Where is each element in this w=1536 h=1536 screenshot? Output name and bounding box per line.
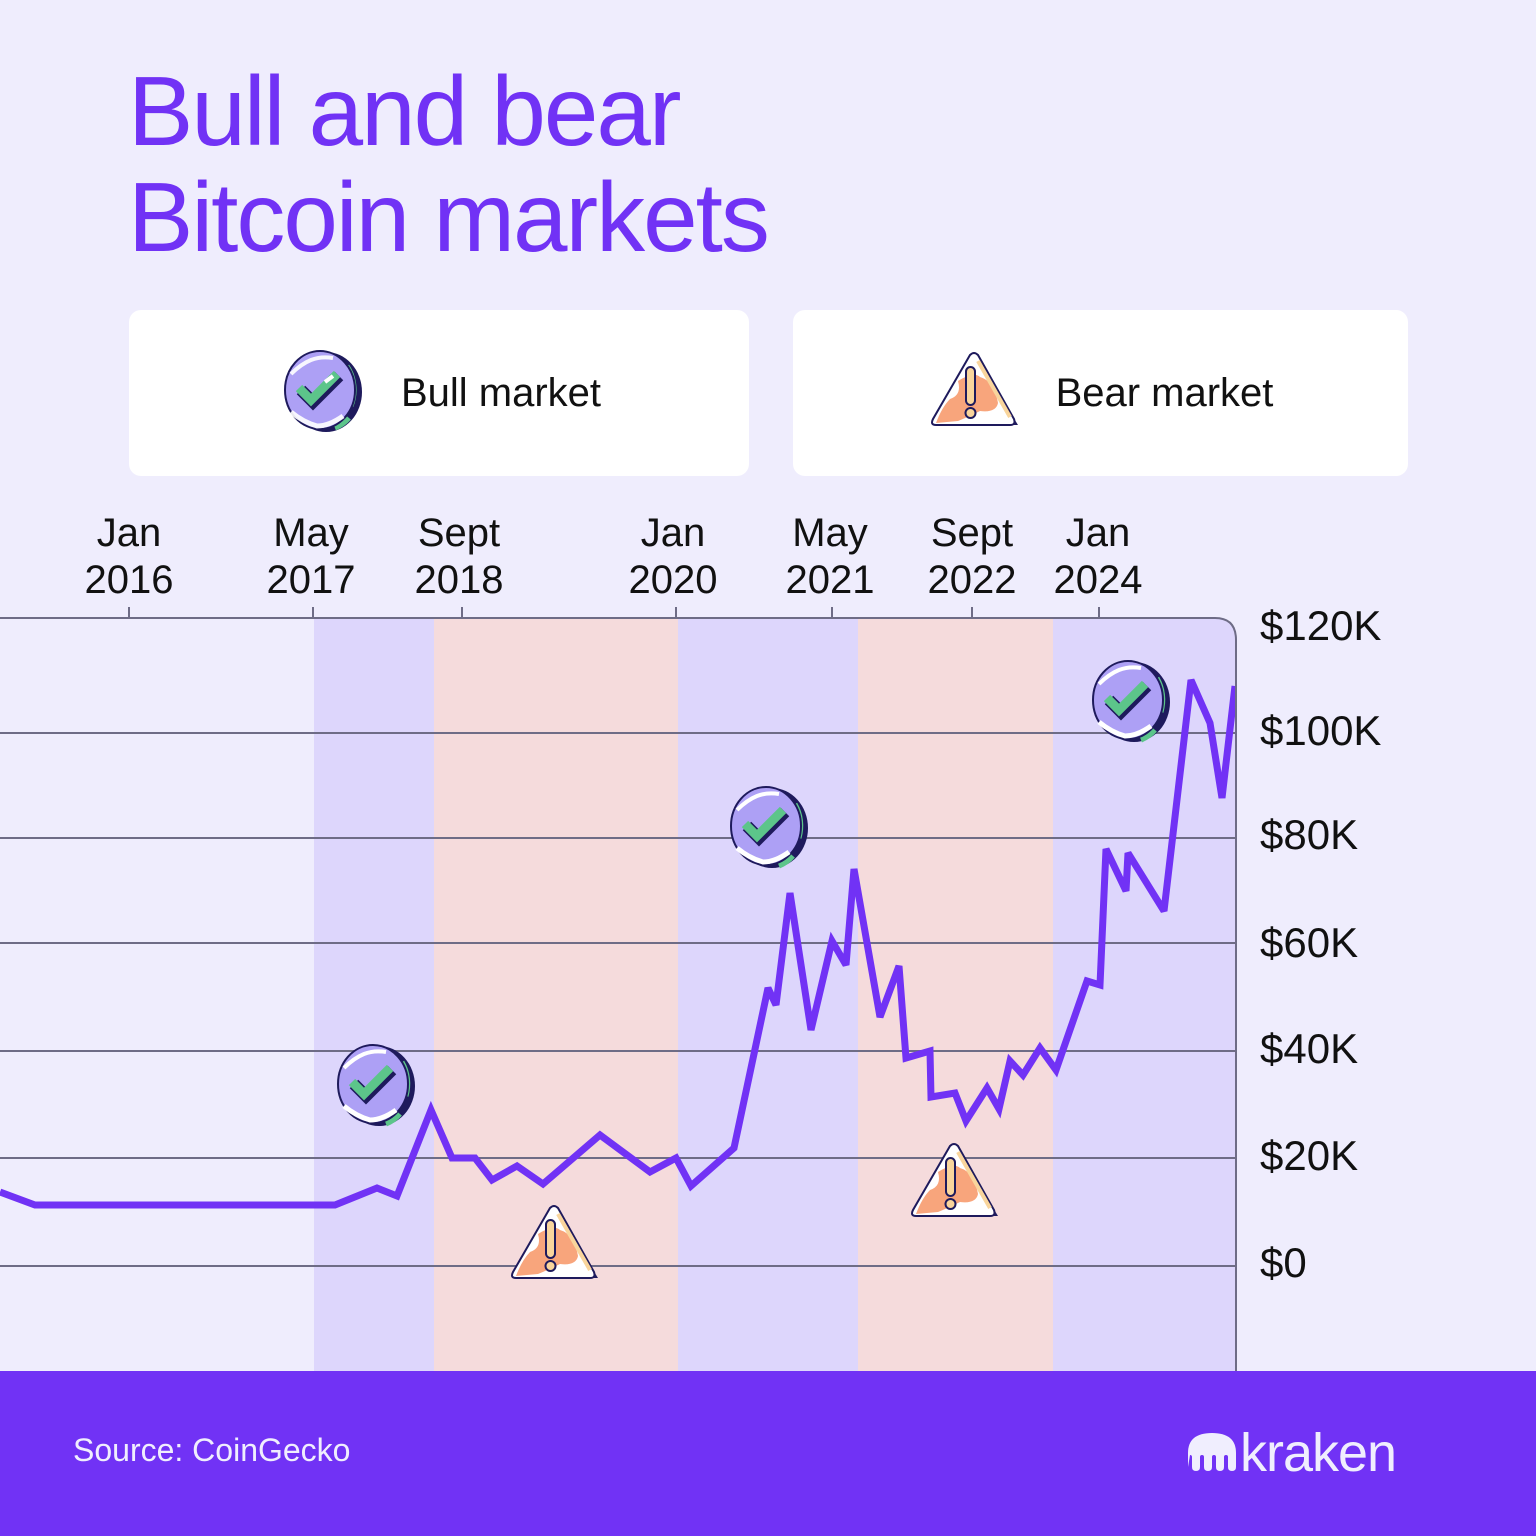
x-tick-label: Jan 2016 xyxy=(84,511,174,602)
plot-border xyxy=(0,617,1237,1371)
kraken-wordmark: kraken xyxy=(1240,1423,1397,1483)
x-ticks xyxy=(128,607,1100,618)
kraken-logo: kraken xyxy=(1186,1423,1397,1483)
gridlines xyxy=(0,732,1236,1267)
x-tick-label: Sept 2018 xyxy=(414,511,504,602)
check-coin-icon xyxy=(730,786,808,869)
check-coin-icon xyxy=(1092,660,1170,743)
footer-bar xyxy=(0,1371,1536,1536)
legend-bull-label: Bull market xyxy=(400,370,602,415)
x-tick-label: May 2017 xyxy=(266,511,356,602)
kraken-mark-icon xyxy=(1186,1431,1238,1476)
legend-bear-market: Bear market xyxy=(793,310,1408,476)
y-tick-label: $120K xyxy=(1260,602,1382,649)
legend-bear-label: Bear market xyxy=(1055,370,1274,415)
bull-band xyxy=(314,618,434,1371)
y-tick-label: $60K xyxy=(1260,919,1359,966)
check-coin-icon xyxy=(337,1044,415,1127)
source-credit: Source: CoinGecko xyxy=(73,1432,351,1468)
x-tick-label: Jan 2024 xyxy=(1053,511,1143,602)
x-tick-label: May 2021 xyxy=(785,511,875,602)
x-tick-label: Jan 2020 xyxy=(628,511,718,602)
warning-triangle-icon xyxy=(911,1143,998,1217)
y-tick-label: $0 xyxy=(1260,1239,1307,1286)
page-title: Bull and bear Bitcoin markets xyxy=(128,56,770,272)
warning-triangle-icon xyxy=(511,1205,598,1279)
plot-area xyxy=(0,618,1236,1371)
y-tick-label: $80K xyxy=(1260,811,1359,858)
title-line-2: Bitcoin markets xyxy=(128,162,770,272)
y-tick-label: $40K xyxy=(1260,1025,1359,1072)
y-tick-label: $100K xyxy=(1260,707,1382,754)
x-tick-label: Sept 2022 xyxy=(927,511,1017,602)
title-line-1: Bull and bear xyxy=(128,56,682,166)
check-coin-icon xyxy=(277,346,367,441)
y-tick-label: $20K xyxy=(1260,1132,1359,1179)
legend-bull-market: Bull market xyxy=(129,310,749,476)
price-line xyxy=(0,678,1236,1209)
warning-triangle-icon xyxy=(928,351,1022,436)
